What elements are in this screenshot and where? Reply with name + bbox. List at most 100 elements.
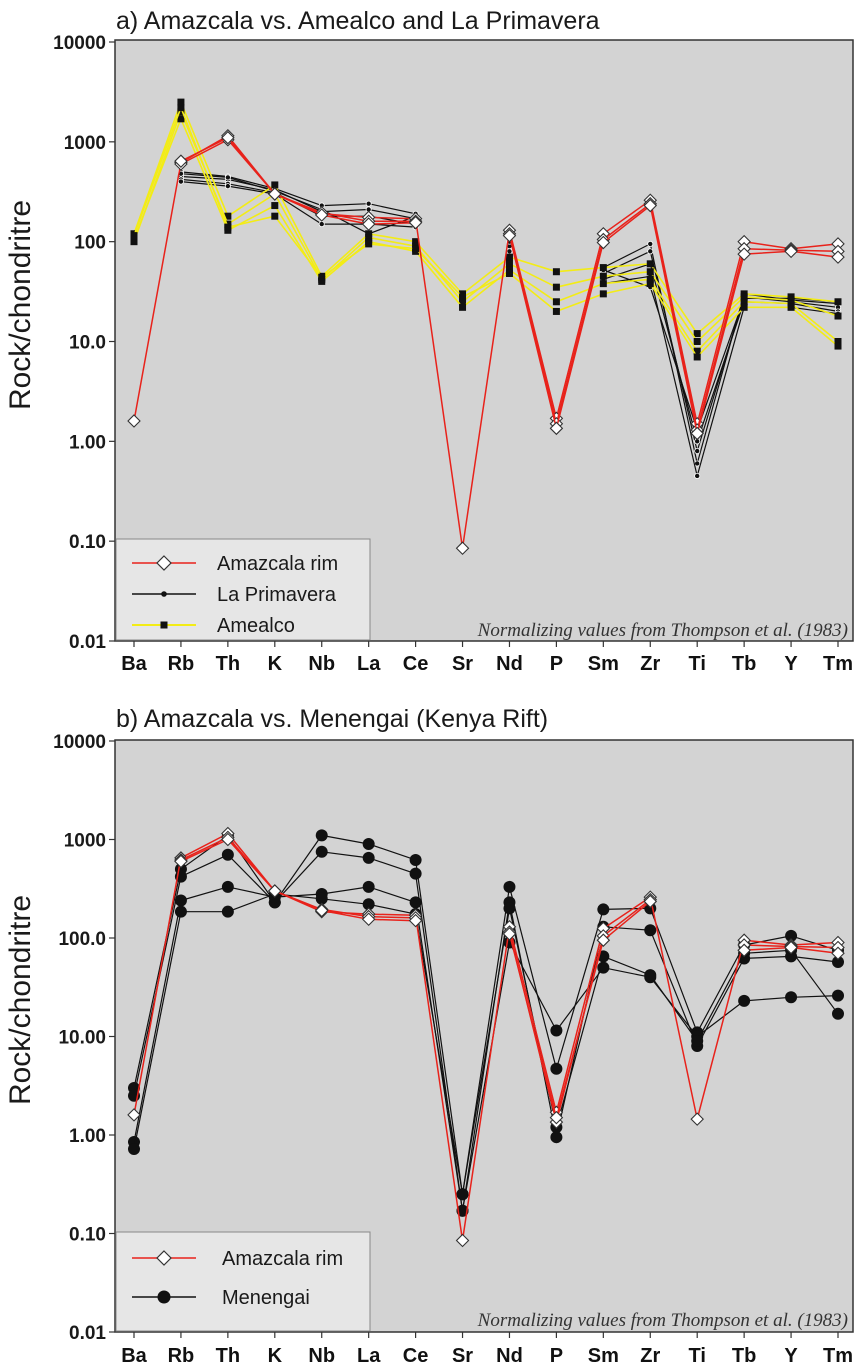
x-tick-label: Sr <box>452 653 473 675</box>
panel-b-y-axis-label: Rock/chondritre <box>4 895 37 1105</box>
data-point <box>599 264 607 272</box>
data-point <box>221 832 235 847</box>
data-point <box>834 312 842 320</box>
data-point <box>784 244 798 259</box>
series-line <box>133 851 839 1212</box>
data-point <box>599 290 607 298</box>
series-amazcala-rim-3 <box>174 130 845 441</box>
data-point <box>127 414 141 428</box>
data-point <box>314 208 329 222</box>
panel-b-x-ticks: Ba Rb Th K Nb La Ce Sr Nd P Sm Zr Ti Tb Y Tm <box>121 1332 853 1367</box>
data-point <box>177 98 185 106</box>
data-point <box>784 940 798 955</box>
data-point <box>177 108 185 116</box>
x-tick-label: Sm <box>588 653 619 675</box>
x-tick-label: Tb <box>732 1345 756 1367</box>
series-line <box>180 173 416 235</box>
y-tick-label: 1.00 <box>69 432 106 453</box>
data-point <box>127 1108 141 1122</box>
series-line <box>603 243 839 465</box>
data-point <box>643 894 658 909</box>
data-point <box>834 342 842 350</box>
x-tick-label: Sm <box>588 1345 619 1367</box>
data-point <box>552 298 560 306</box>
series-line <box>180 136 416 225</box>
data-point <box>505 253 513 261</box>
data-point <box>691 1035 704 1048</box>
data-point <box>412 238 420 246</box>
series-line <box>180 838 416 922</box>
data-point <box>646 260 654 268</box>
data-point <box>644 969 657 982</box>
x-tick-label: K <box>268 653 283 675</box>
data-point <box>130 236 138 244</box>
panel-b-series <box>127 826 845 1248</box>
data-point <box>832 956 844 969</box>
data-point <box>597 961 610 974</box>
data-point <box>177 178 184 185</box>
data-point <box>455 1233 470 1248</box>
data-point <box>550 1024 563 1037</box>
panel-b-y-ticks: 10000 1000 100.0 10.00 1.00 0.10 0.01 <box>53 732 115 1344</box>
data-point <box>408 215 423 230</box>
x-tick-label: K <box>268 1345 283 1367</box>
series-line <box>603 263 839 442</box>
panel-b: b) Amazcala vs. Menengai (Kenya Rift) Ro… <box>4 705 854 1367</box>
data-point <box>738 994 751 1007</box>
data-point <box>318 273 326 281</box>
data-point <box>596 933 611 947</box>
data-point <box>552 268 560 276</box>
y-tick-label: 0.10 <box>69 1225 106 1246</box>
data-point <box>694 460 701 467</box>
x-tick-label: Th <box>216 1345 240 1367</box>
data-point <box>831 250 845 264</box>
data-point <box>740 303 748 311</box>
y-tick-label: 100 <box>74 233 106 254</box>
data-point <box>690 1112 704 1126</box>
data-point <box>412 245 420 253</box>
legend-marker-diamond <box>156 555 172 571</box>
legend-marker-square <box>160 621 168 629</box>
series-line <box>603 269 839 431</box>
data-point <box>832 1007 844 1020</box>
data-point <box>221 905 234 918</box>
x-tick-label: Nd <box>496 653 523 675</box>
x-tick-label: Tm <box>823 1345 853 1367</box>
legend-label-menengai: Menengai <box>222 1287 310 1309</box>
x-tick-label: Nb <box>308 653 335 675</box>
y-tick-label: 1.00 <box>69 1126 106 1147</box>
data-point <box>740 293 748 301</box>
x-tick-label: Sr <box>452 1345 473 1367</box>
data-point <box>550 1062 563 1075</box>
data-point <box>693 330 701 338</box>
data-point <box>552 307 560 315</box>
data-point <box>224 212 232 220</box>
panel-a-y-axis-label: Rock/chondritre <box>4 200 37 410</box>
series-line <box>133 101 839 335</box>
data-point <box>643 198 658 213</box>
panel-a-legend-box <box>115 538 371 641</box>
panel-b-legend: Amazcala rim Menengai <box>115 1231 371 1332</box>
data-point <box>174 905 187 918</box>
data-point <box>502 228 517 243</box>
panel-a-series <box>127 98 845 555</box>
data-point <box>408 913 423 928</box>
data-point <box>361 912 376 927</box>
data-point <box>646 268 654 276</box>
legend-label-la-primavera: La Primavera <box>217 584 337 606</box>
data-point <box>644 924 657 937</box>
series-line <box>133 111 839 343</box>
data-point <box>128 1143 140 1156</box>
data-point <box>174 154 188 168</box>
data-point <box>174 894 187 907</box>
data-point <box>693 338 701 345</box>
data-point <box>409 896 422 909</box>
data-point <box>505 260 513 268</box>
x-tick-label: Zr <box>640 653 660 675</box>
data-point <box>177 104 185 112</box>
x-tick-label: Ti <box>688 653 705 675</box>
data-point <box>221 880 234 893</box>
data-point <box>694 448 701 455</box>
x-tick-label: Ba <box>121 1345 147 1367</box>
x-tick-label: Tm <box>823 653 853 675</box>
